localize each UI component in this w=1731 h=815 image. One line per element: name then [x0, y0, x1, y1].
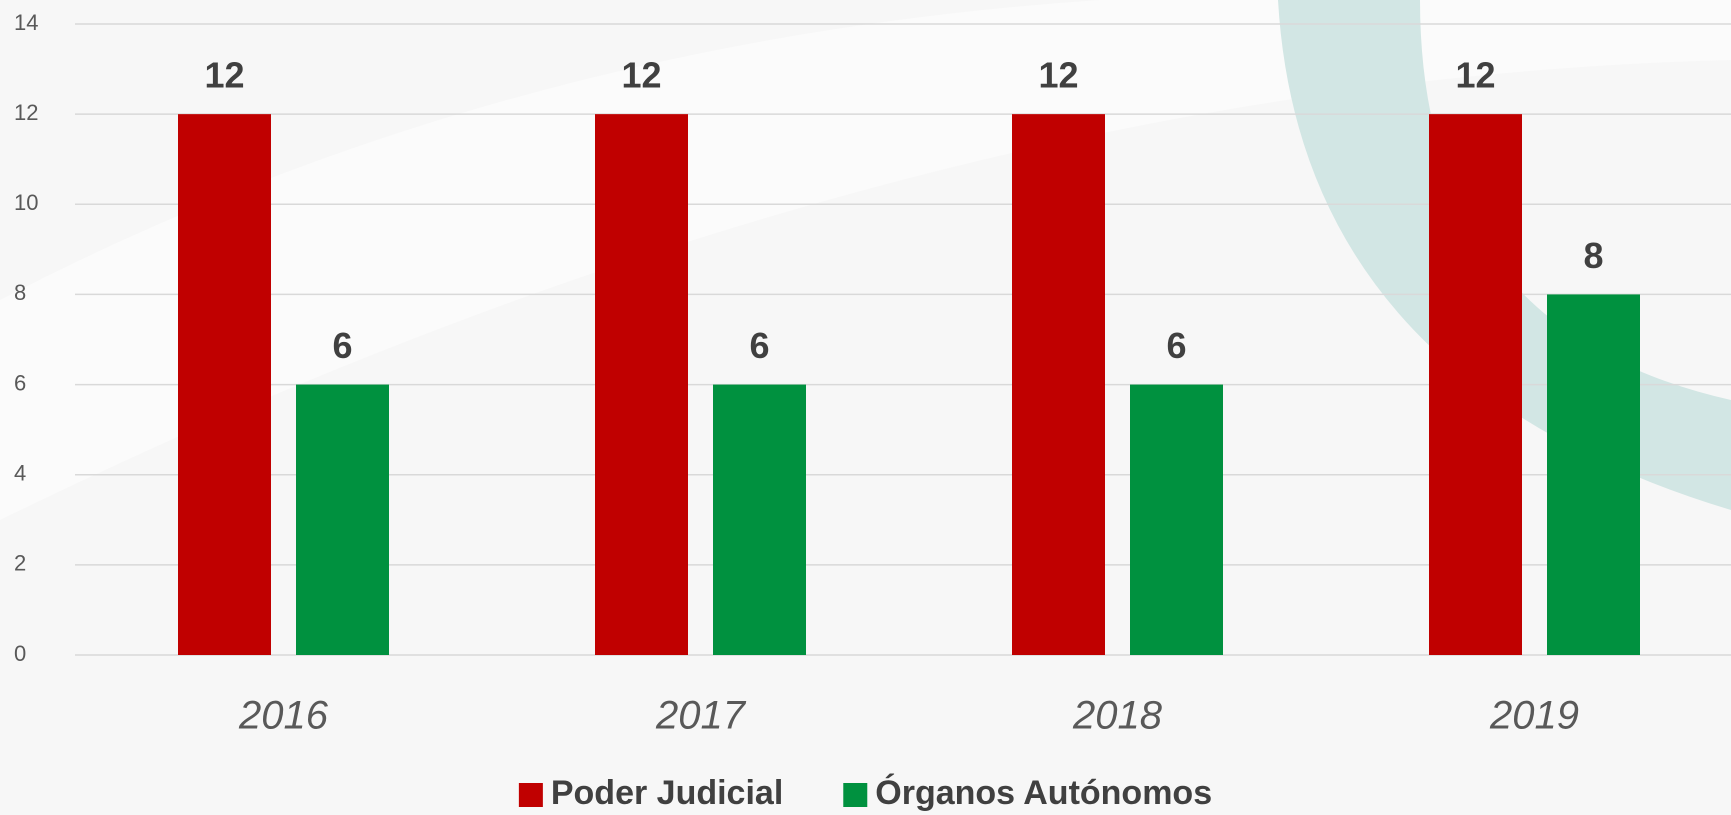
y-tick-label: 6 [14, 370, 26, 395]
value-label: 12 [621, 55, 661, 96]
plot: 0 2 4 6 8 10 12 14 2016 12 6 2017 12 6 2018 12 6 2019 12 8 P… [14, 10, 1731, 812]
legend-swatch [843, 783, 868, 807]
y-tick-label: 10 [14, 190, 38, 215]
x-tick-label: 2019 [1489, 694, 1579, 738]
legend-swatch [518, 783, 543, 807]
value-label: 8 [1583, 235, 1603, 276]
bar [1130, 384, 1223, 655]
value-label: 12 [1455, 55, 1495, 96]
bar [595, 114, 688, 655]
y-tick-label: 0 [14, 641, 26, 666]
x-tick-label: 2018 [1072, 694, 1163, 738]
y-tick-label: 2 [14, 551, 26, 576]
bar [713, 384, 806, 655]
value-label: 12 [204, 55, 244, 96]
legend-label: Poder Judicial [551, 774, 783, 812]
y-tick-label: 4 [14, 461, 26, 486]
value-label: 6 [332, 325, 352, 366]
bar [1429, 114, 1522, 655]
legend-label: Órganos Autónomos [875, 774, 1212, 812]
x-tick-label: 2016 [238, 694, 329, 738]
value-label: 6 [1166, 325, 1186, 366]
y-tick-label: 8 [14, 280, 26, 305]
decor-swoosh [0, 0, 1731, 520]
x-tick-label: 2017 [655, 694, 747, 738]
bar [178, 114, 271, 655]
bar [1547, 294, 1640, 655]
y-tick-label: 12 [14, 100, 38, 125]
value-label: 6 [749, 325, 769, 366]
value-label: 12 [1038, 55, 1078, 96]
bar [1012, 114, 1105, 655]
y-tick-label: 14 [14, 10, 38, 35]
bar [296, 384, 389, 655]
